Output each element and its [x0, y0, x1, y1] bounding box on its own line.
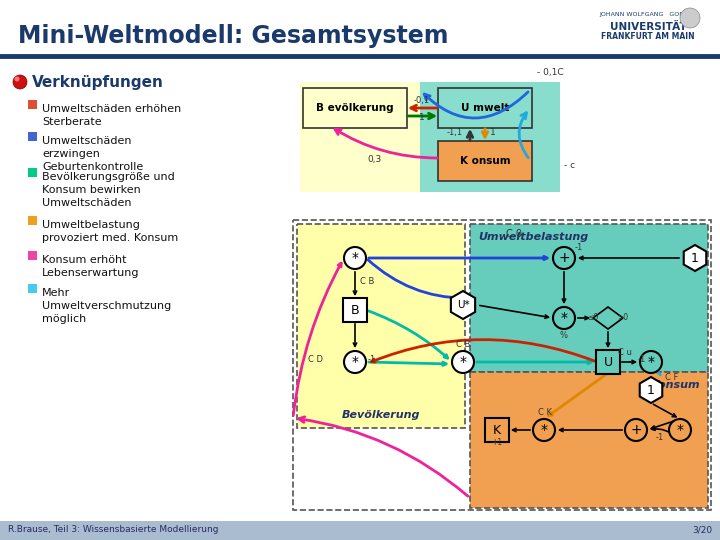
- Circle shape: [625, 419, 647, 441]
- Polygon shape: [640, 377, 662, 403]
- Text: C 0: C 0: [506, 229, 522, 239]
- Text: U: U: [603, 355, 613, 368]
- Text: C F: C F: [665, 373, 678, 382]
- Text: *: *: [459, 355, 467, 369]
- Text: -1: -1: [575, 243, 583, 252]
- FancyBboxPatch shape: [300, 82, 420, 192]
- Text: möglich: möglich: [42, 314, 86, 324]
- FancyBboxPatch shape: [596, 350, 620, 374]
- FancyBboxPatch shape: [303, 88, 407, 128]
- Text: C B: C B: [360, 277, 374, 286]
- Circle shape: [13, 75, 27, 89]
- Text: *: *: [351, 251, 359, 265]
- Text: 0,3: 0,3: [368, 155, 382, 164]
- Text: C K: C K: [538, 408, 552, 417]
- Circle shape: [553, 307, 575, 329]
- Text: -1: -1: [368, 355, 377, 364]
- Polygon shape: [451, 291, 475, 319]
- Text: *: *: [677, 423, 683, 437]
- Text: +1: +1: [492, 438, 503, 447]
- Text: U*: U*: [456, 300, 469, 310]
- Text: R.Brause, Teil 3: Wissensbasierte Modellierung: R.Brause, Teil 3: Wissensbasierte Modell…: [8, 525, 218, 535]
- FancyBboxPatch shape: [0, 521, 720, 540]
- FancyBboxPatch shape: [438, 88, 532, 128]
- FancyBboxPatch shape: [470, 372, 708, 508]
- FancyBboxPatch shape: [470, 224, 708, 372]
- FancyBboxPatch shape: [343, 298, 367, 322]
- Circle shape: [553, 247, 575, 269]
- Text: C u: C u: [618, 348, 632, 357]
- Polygon shape: [593, 307, 623, 329]
- FancyBboxPatch shape: [420, 82, 560, 192]
- Text: *: *: [560, 311, 567, 325]
- Text: ≤0: ≤0: [588, 314, 598, 322]
- Text: provoziert med. Konsum: provoziert med. Konsum: [42, 233, 179, 243]
- Text: 1: 1: [490, 128, 496, 137]
- FancyBboxPatch shape: [28, 167, 37, 177]
- Text: Umweltverschmutzung: Umweltverschmutzung: [42, 301, 171, 311]
- Text: -1: -1: [638, 355, 647, 364]
- Text: K onsum: K onsum: [459, 156, 510, 166]
- Text: JOHANN WOLFGANG   GOETHE: JOHANN WOLFGANG GOETHE: [600, 12, 696, 17]
- Text: Konsum bewirken: Konsum bewirken: [42, 185, 140, 195]
- FancyBboxPatch shape: [438, 141, 532, 181]
- Text: Bevölkerung: Bevölkerung: [342, 410, 420, 420]
- Text: Konsum erhöht: Konsum erhöht: [42, 255, 127, 265]
- Text: *: *: [351, 355, 359, 369]
- Text: -0,1: -0,1: [414, 96, 430, 105]
- Text: Geburtenkontrolle: Geburtenkontrolle: [42, 162, 143, 172]
- Text: Lebenserwartung: Lebenserwartung: [42, 268, 140, 278]
- Circle shape: [344, 351, 366, 373]
- Text: *: *: [647, 355, 654, 369]
- Circle shape: [640, 351, 662, 373]
- Text: U mwelt: U mwelt: [461, 103, 509, 113]
- Text: Umweltbelastung: Umweltbelastung: [42, 220, 140, 230]
- Text: +: +: [630, 423, 642, 437]
- Text: B: B: [351, 303, 359, 316]
- Text: Sterberate: Sterberate: [42, 117, 102, 127]
- Text: Umweltschäden: Umweltschäden: [42, 198, 132, 208]
- Text: *: *: [541, 423, 547, 437]
- Polygon shape: [684, 245, 706, 271]
- Text: - c: - c: [564, 161, 575, 170]
- Text: %: %: [560, 331, 568, 340]
- Text: erzwingen: erzwingen: [42, 149, 100, 159]
- Circle shape: [344, 247, 366, 269]
- FancyBboxPatch shape: [28, 251, 37, 260]
- Text: Konsum: Konsum: [650, 380, 700, 390]
- FancyBboxPatch shape: [28, 132, 37, 140]
- Text: 1: 1: [647, 383, 655, 396]
- Text: Umweltbelastung: Umweltbelastung: [478, 232, 588, 242]
- FancyBboxPatch shape: [28, 284, 37, 293]
- Circle shape: [533, 419, 555, 441]
- Text: -1: -1: [656, 433, 664, 442]
- Text: Mehr: Mehr: [42, 288, 71, 298]
- Text: Umweltschäden: Umweltschäden: [42, 136, 132, 146]
- Text: FRANKFURT AM MAIN: FRANKFURT AM MAIN: [601, 32, 695, 41]
- Text: C D: C D: [308, 355, 323, 364]
- Text: +: +: [558, 251, 570, 265]
- FancyBboxPatch shape: [297, 224, 465, 428]
- Circle shape: [669, 419, 691, 441]
- Text: C B: C B: [456, 340, 470, 349]
- Circle shape: [680, 8, 700, 28]
- Text: Mini-Weltmodell: Gesamtsystem: Mini-Weltmodell: Gesamtsystem: [18, 24, 449, 48]
- FancyBboxPatch shape: [485, 418, 509, 442]
- Text: 1: 1: [419, 113, 425, 122]
- Circle shape: [452, 351, 474, 373]
- Text: 3/20: 3/20: [692, 525, 712, 535]
- Text: - 0,1C: - 0,1C: [536, 68, 563, 77]
- FancyBboxPatch shape: [28, 215, 37, 225]
- Text: Bevölkerungsgröße und: Bevölkerungsgröße und: [42, 172, 175, 182]
- Text: >0: >0: [618, 314, 629, 322]
- Text: 1: 1: [691, 252, 699, 265]
- Text: K: K: [493, 423, 501, 436]
- Text: UNIVERSITÄT: UNIVERSITÄT: [610, 22, 686, 32]
- Text: B evölkerung: B evölkerung: [316, 103, 394, 113]
- Text: Umweltschäden erhöhen: Umweltschäden erhöhen: [42, 104, 181, 114]
- Text: -1,1: -1,1: [447, 128, 463, 137]
- Text: Verknüpfungen: Verknüpfungen: [32, 75, 164, 90]
- FancyBboxPatch shape: [28, 99, 37, 109]
- Circle shape: [14, 77, 19, 82]
